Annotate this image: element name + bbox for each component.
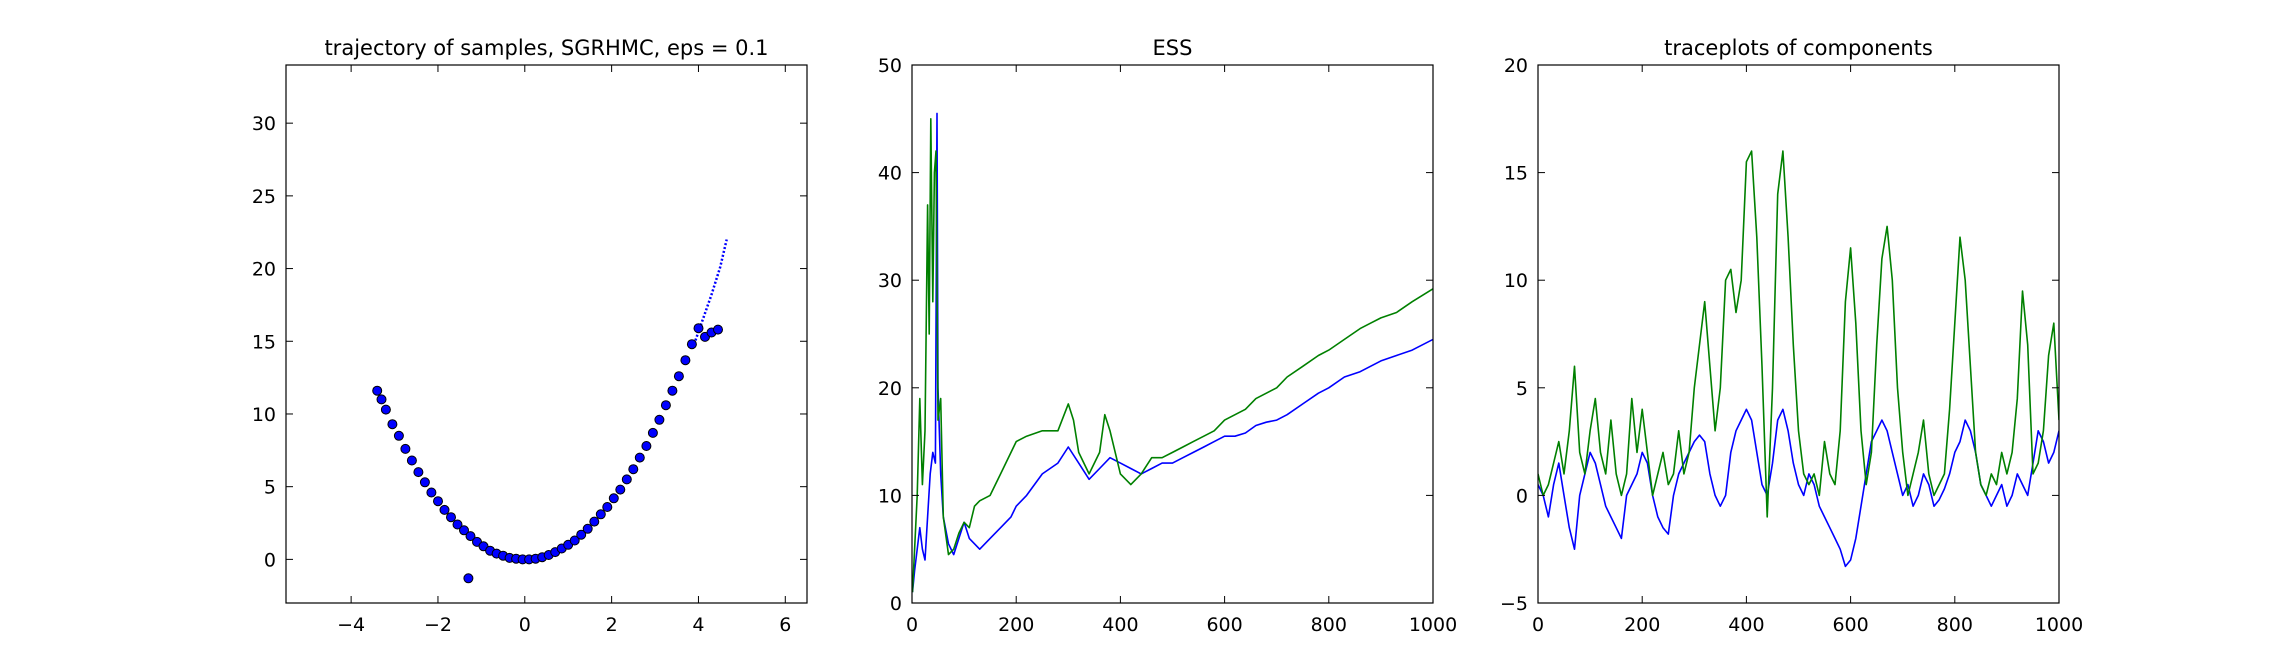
y-tick-label: 25 (252, 186, 276, 208)
scatter-point (602, 502, 613, 512)
scatter-point (582, 523, 593, 534)
x-tick-label: 200 (998, 614, 1034, 636)
scatter-point (595, 509, 606, 520)
plot-area (372, 239, 728, 584)
x-tick-label: 200 (1624, 614, 1660, 636)
scatter-point (660, 400, 671, 411)
y-tick-label: 5 (1516, 378, 1528, 400)
scatter-point (459, 525, 469, 536)
x-tick-label: 600 (1832, 614, 1868, 636)
scatter-point (713, 324, 723, 335)
x-tick-label: 2 (606, 614, 618, 636)
scatter-point (413, 467, 424, 478)
scatter-point (654, 414, 665, 425)
scatter-point (419, 477, 430, 488)
x-tick-label: 600 (1206, 614, 1242, 636)
traceplot-title: traceplots of components (1664, 36, 1933, 60)
scatter-point (452, 519, 463, 530)
plot-area (912, 112, 1433, 593)
scatter-point (426, 487, 437, 498)
x-tick-label: 400 (1102, 614, 1138, 636)
axes-frame (285, 64, 808, 604)
x-tick-label: 4 (692, 614, 704, 636)
x-tick-label: 400 (1728, 614, 1764, 636)
y-tick-label: −5 (1500, 593, 1528, 615)
scatter-point (569, 535, 580, 546)
x-tick-label: 0 (906, 614, 918, 636)
x-tick-label: 800 (1311, 614, 1347, 636)
x-tick-label: 1000 (2035, 614, 2083, 636)
scatter-point (615, 484, 626, 495)
scatter-point (463, 573, 474, 584)
axes-frame (1537, 64, 2060, 604)
scatter-point (628, 464, 639, 475)
scatter-point (446, 512, 456, 523)
scatter-point (433, 496, 443, 507)
y-tick-label: 30 (878, 270, 902, 292)
x-tick-label: 1000 (1409, 614, 1457, 636)
scatter-point (667, 385, 678, 396)
scatter-point (647, 427, 658, 438)
y-tick-label: 15 (252, 331, 276, 353)
traceplot-panel: traceplots of components 0 200 400 600 800 10… (1500, 36, 2083, 636)
y-tick-label: 5 (264, 477, 276, 499)
y-tick-label: 0 (890, 593, 902, 615)
ess-title: ESS (1153, 36, 1193, 60)
scatter-point (680, 355, 691, 366)
scatter-point (576, 529, 587, 540)
y-tick-label: 15 (1504, 163, 1528, 185)
scatter-point (693, 323, 704, 334)
ess-panel: ESS 0 200 400 600 800 1000 0 10 20 30 40 50 (878, 36, 1457, 636)
y-tick-label: 20 (878, 378, 902, 400)
y-tick-label: 40 (878, 163, 902, 185)
y-tick-label: 0 (1516, 485, 1528, 507)
scatter-point (380, 404, 391, 415)
y-tick-label: 10 (252, 404, 276, 426)
scatter-point (393, 430, 404, 441)
x-tick-label: −2 (424, 614, 452, 636)
x-tick-label: −4 (337, 614, 365, 636)
scatter-point (439, 504, 450, 515)
y-tick-label: 20 (1504, 55, 1528, 77)
scatter-point (673, 371, 684, 382)
y-tick-label: 10 (878, 485, 902, 507)
x-tick-label: 0 (1532, 614, 1544, 636)
scatter-title: trajectory of samples, SGRHMC, eps = 0.1 (324, 36, 768, 60)
scatter-point (376, 394, 387, 405)
x-tick-label: 800 (1937, 614, 1973, 636)
scatter-point (641, 441, 652, 451)
scatter-point (465, 531, 476, 542)
series-line-1 (1538, 150, 2059, 518)
y-tick-label: 10 (1504, 270, 1528, 292)
scatter-point (372, 385, 383, 396)
scatter-point (400, 443, 411, 454)
axes-frame (911, 64, 1434, 604)
series-line-1 (912, 118, 1433, 593)
plot-area (1538, 150, 2059, 568)
scatter-point (686, 339, 697, 350)
y-tick-label: 30 (252, 113, 276, 135)
series-line-0 (1538, 408, 2059, 568)
x-tick-label: 6 (779, 614, 791, 636)
y-tick-label: 20 (252, 259, 276, 281)
scatter-point (621, 474, 632, 485)
scatter-point (608, 493, 619, 504)
scatter-panel: trajectory of samples, SGRHMC, eps = 0.1… (252, 36, 808, 636)
scatter-point (634, 452, 645, 463)
scatter-point (589, 516, 600, 527)
y-tick-label: 50 (878, 55, 902, 77)
scatter-point (406, 455, 417, 466)
x-tick-label: 0 (519, 614, 531, 636)
y-tick-label: 0 (264, 549, 276, 571)
scatter-point (387, 419, 398, 430)
